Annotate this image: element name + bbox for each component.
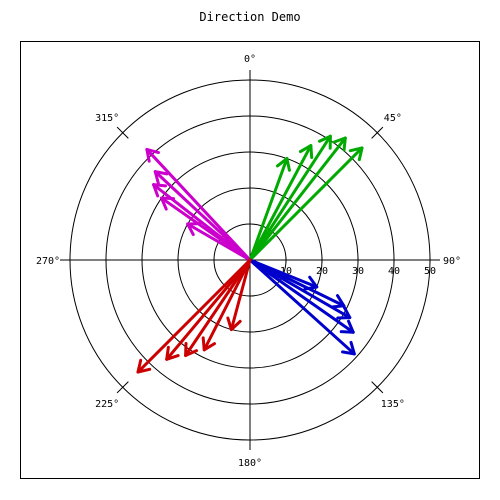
chart-title: Direction Demo [199, 10, 301, 24]
direction-label: 270° [36, 256, 60, 267]
vector-shaft [248, 258, 356, 356]
vector-shaft [248, 144, 313, 262]
vector-shaft [145, 147, 252, 262]
vector-arrowhead [332, 136, 347, 152]
vector-shaft [184, 258, 252, 358]
radial-tick-label: 30 [352, 266, 364, 277]
vector-shaft [136, 258, 252, 374]
vector-shaft [248, 134, 332, 262]
vector-arrowhead [184, 342, 199, 358]
direction-label: 315° [95, 113, 119, 124]
vector-arrowhead [226, 316, 242, 332]
vector-shaft [165, 258, 252, 361]
direction-label: 0° [244, 54, 256, 65]
vector-arrowhead [341, 340, 356, 356]
vector-arrowhead [298, 144, 314, 160]
vector-shaft [248, 157, 289, 262]
direction-label: 45° [384, 113, 402, 124]
plot-frame [20, 41, 480, 479]
vector-shaft [202, 258, 252, 352]
vector-arrowhead [318, 134, 332, 150]
vector-arrowhead [136, 358, 152, 374]
vector-shaft [248, 258, 355, 334]
vector-arrowhead [145, 147, 160, 163]
direction-label: 135° [381, 399, 405, 410]
vector-shaft [229, 258, 252, 332]
vector-arrowhead [152, 183, 167, 198]
vector-arrowhead [348, 146, 364, 162]
vector-arrowhead [275, 157, 291, 172]
vector-shaft [153, 170, 252, 262]
vector-arrowhead [153, 170, 169, 185]
vector-shaft [152, 183, 252, 262]
vector-shaft [248, 136, 347, 262]
vector-arrowhead [201, 336, 217, 352]
vector-arrowhead [165, 345, 180, 361]
vector-arrowhead [336, 305, 352, 320]
radial-tick-label: 10 [280, 266, 292, 277]
direction-tick [116, 381, 129, 394]
vector-arrowhead [339, 319, 355, 334]
direction-label: 180° [238, 458, 262, 469]
direction-tick [116, 126, 129, 139]
direction-tick [371, 126, 384, 139]
direction-label: 90° [443, 256, 461, 267]
radial-tick-label: 40 [388, 266, 400, 277]
vector-shaft [248, 258, 352, 320]
direction-label: 225° [95, 399, 119, 410]
vector-shaft [248, 146, 364, 262]
radial-tick-label: 20 [316, 266, 328, 277]
direction-tick [371, 381, 384, 394]
radial-tick-label: 50 [424, 266, 436, 277]
